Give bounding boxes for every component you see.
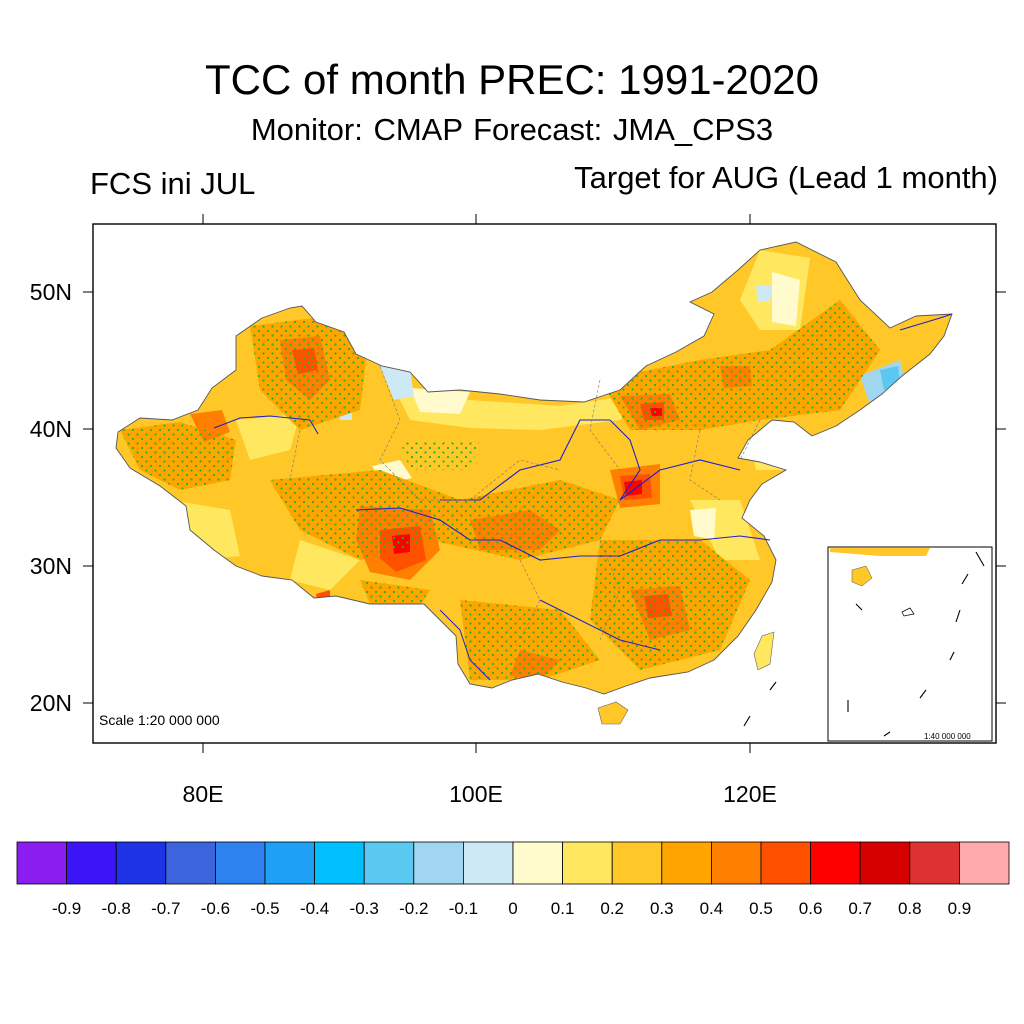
colorbar-swatch bbox=[363, 841, 415, 885]
colorbar-swatch bbox=[611, 841, 663, 885]
colorbar-swatch bbox=[760, 841, 811, 885]
colorbar-swatch bbox=[413, 841, 464, 885]
colorbar-label: 0.5 bbox=[749, 899, 773, 918]
init-month-label: FCS ini JUL bbox=[90, 166, 256, 201]
yellow-river bbox=[440, 419, 741, 501]
colorbar: -0.9 -0.8 -0.7 -0.6 -0.5 -0.4 -0.3 -0.2 -0.1 0 0.1… bbox=[16, 841, 1010, 918]
colorbar-label: 0.2 bbox=[600, 899, 624, 918]
y-tick-label: 40N bbox=[30, 416, 72, 442]
hainan-island bbox=[597, 701, 629, 725]
yangtze-river bbox=[355, 507, 771, 561]
colorbar-label: 0.1 bbox=[551, 899, 575, 918]
colorbar-label: 0 bbox=[508, 899, 517, 918]
x-tick-label: 120E bbox=[723, 781, 777, 807]
colorbar-label: -0.8 bbox=[102, 899, 131, 918]
colorbar-label: 0.7 bbox=[848, 899, 872, 918]
colorbar-swatch bbox=[214, 841, 266, 885]
colorbar-swatch bbox=[264, 841, 315, 885]
taiwan-island bbox=[753, 631, 775, 671]
colorbar-swatch bbox=[115, 841, 167, 885]
colorbar-swatch bbox=[661, 841, 712, 885]
colorbar-swatch bbox=[512, 841, 563, 885]
colorbar-label: -0.9 bbox=[52, 899, 81, 918]
colorbar-swatch bbox=[165, 841, 216, 885]
colorbar-swatch bbox=[66, 841, 117, 885]
amur-river bbox=[899, 313, 953, 331]
colorbar-swatch bbox=[909, 841, 960, 885]
x-tick-label: 100E bbox=[449, 781, 503, 807]
inset-scale-label: 1:40 000 000 bbox=[924, 732, 971, 741]
colorbar-swatch bbox=[462, 841, 514, 885]
colorbar-swatch bbox=[314, 841, 365, 885]
y-tick-label: 20N bbox=[30, 690, 72, 716]
scale-label: Scale 1:20 000 000 bbox=[99, 712, 220, 728]
tarim-river bbox=[213, 415, 319, 435]
y-tick-label: 50N bbox=[30, 279, 72, 305]
colorbar-label: -0.3 bbox=[350, 899, 379, 918]
colorbar-swatch bbox=[959, 841, 1010, 885]
axis-ticks bbox=[83, 214, 1006, 753]
main-title: TCC of month PREC: 1991-2020 bbox=[205, 56, 819, 103]
colorbar-swatch bbox=[711, 841, 762, 885]
colorbar-swatch bbox=[16, 841, 67, 885]
colorbar-label: -0.4 bbox=[300, 899, 329, 918]
target-label: Target for AUG (Lead 1 month) bbox=[574, 160, 998, 195]
colorbar-swatch bbox=[859, 841, 911, 885]
colorbar-label: -0.2 bbox=[399, 899, 428, 918]
colorbar-label: -0.6 bbox=[201, 899, 230, 918]
colorbar-label: 0.4 bbox=[700, 899, 724, 918]
colorbar-label: -0.7 bbox=[151, 899, 180, 918]
colorbar-label: 0.3 bbox=[650, 899, 674, 918]
colorbar-label: -0.5 bbox=[250, 899, 279, 918]
colorbar-swatch bbox=[810, 841, 861, 885]
colorbar-label: 0.8 bbox=[898, 899, 922, 918]
province-borders bbox=[289, 365, 761, 641]
y-tick-label: 30N bbox=[30, 553, 72, 579]
colorbar-swatch bbox=[562, 841, 613, 885]
colorbar-label: -0.1 bbox=[449, 899, 478, 918]
pearl-river bbox=[539, 599, 661, 651]
x-tick-label: 80E bbox=[183, 781, 224, 807]
colorbar-label: 0.6 bbox=[799, 899, 823, 918]
mekong-river bbox=[439, 609, 491, 681]
colorbar-label: 0.9 bbox=[948, 899, 972, 918]
south-china-sea-inset: 1:40 000 000 bbox=[827, 546, 993, 742]
subtitle: Monitor: CMAP Forecast: JMA_CPS3 bbox=[250, 112, 774, 147]
